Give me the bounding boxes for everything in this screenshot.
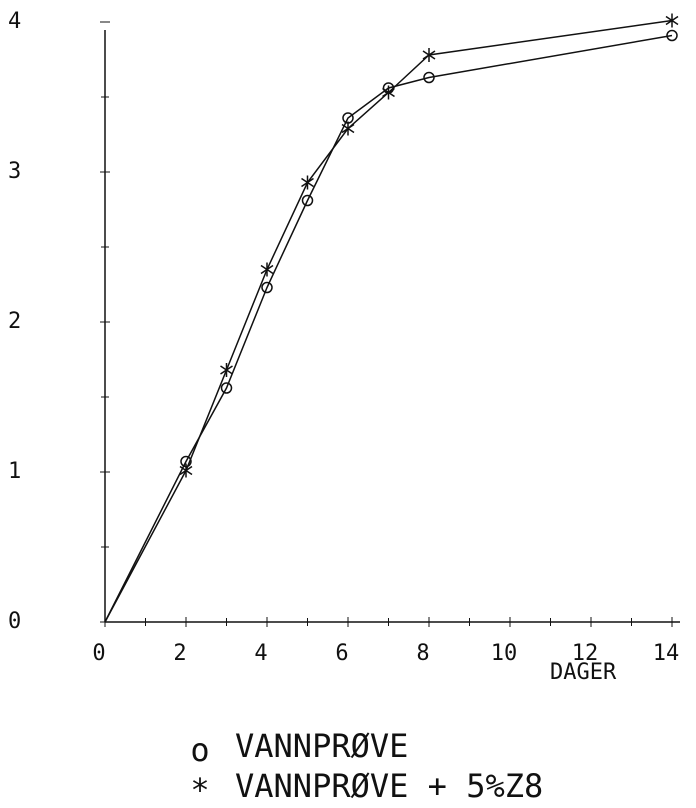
- x-tick-label: 6: [335, 641, 348, 666]
- x-axis-label: DAGER: [550, 660, 617, 685]
- x-tick-label: 4: [254, 641, 267, 666]
- legend-label: VANNPRØVE: [235, 727, 408, 765]
- marker: [261, 281, 273, 294]
- x-tick-label: 0: [92, 641, 105, 666]
- marker: [666, 29, 678, 42]
- x-tick-label: 8: [416, 641, 429, 666]
- y-tick-label: 0: [8, 609, 21, 634]
- marker: [220, 382, 233, 394]
- marker: [220, 363, 233, 377]
- marker: [423, 71, 435, 84]
- series-line: [104, 34, 673, 623]
- x-tick-label: 14: [653, 641, 680, 666]
- y-tick-label: 3: [8, 159, 21, 184]
- marker: [260, 262, 274, 277]
- series-line: [104, 19, 673, 623]
- y-tick-label: 1: [8, 459, 21, 484]
- marker: [301, 175, 314, 190]
- x-tick-label: 12: [572, 641, 599, 666]
- y-tick-label: 2: [8, 309, 21, 334]
- marker: [422, 48, 436, 62]
- x-tick-label: 2: [173, 641, 186, 666]
- marker: [179, 463, 193, 478]
- marker: [341, 121, 355, 136]
- x-tick-label: 10: [491, 641, 518, 666]
- legend-label: VANNPRØVE + 5%Z8: [235, 767, 543, 805]
- legend-marker: o: [190, 731, 209, 769]
- marker: [665, 13, 679, 28]
- legend-marker: *: [190, 771, 209, 808]
- marker: [301, 194, 314, 207]
- y-tick-label: 4: [8, 9, 21, 34]
- marker: [382, 85, 395, 100]
